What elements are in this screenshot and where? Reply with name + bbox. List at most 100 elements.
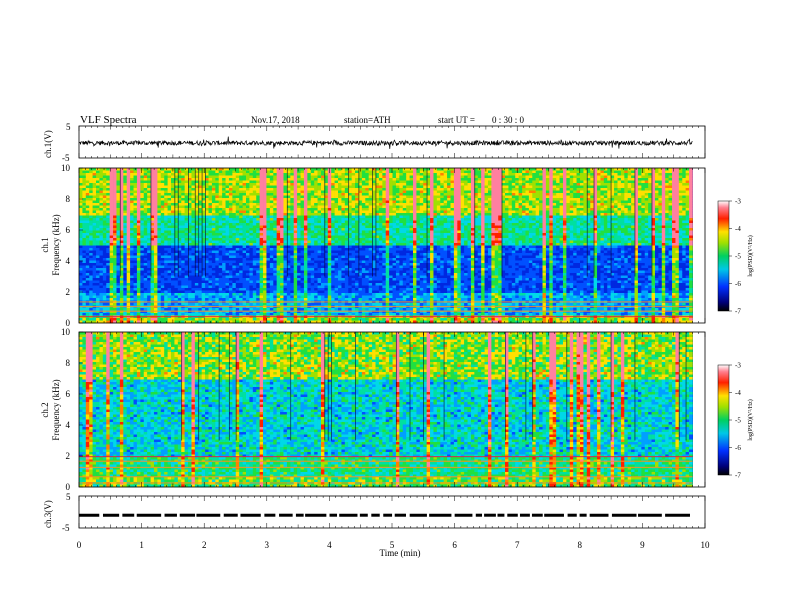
spectrogram-cell (263, 283, 267, 286)
spectrogram-cell (150, 220, 155, 224)
spectrogram-cell (208, 218, 213, 221)
spectrogram-cell (280, 218, 284, 221)
spectrogram-cell (133, 285, 138, 289)
spectrogram-cell (286, 235, 291, 239)
spectrogram-cell (150, 278, 155, 281)
spectrogram-cell (263, 278, 267, 281)
spectrogram-cell (276, 195, 281, 199)
spectrogram-cell (235, 213, 240, 216)
spectrogram-cell (143, 308, 148, 311)
spectrogram-cell (208, 190, 213, 194)
spectrogram-cell (150, 245, 155, 249)
spectrogram-cell (297, 283, 301, 286)
spectrogram-cell (116, 235, 121, 239)
spectrogram-cell (99, 218, 104, 221)
spectrogram-cell (300, 258, 305, 261)
spectrogram-cell (147, 270, 151, 274)
spectrogram-cell (320, 178, 325, 181)
spectrogram-cell (126, 320, 131, 324)
spectrogram-cell (286, 238, 291, 241)
spectrogram-cell (96, 223, 100, 226)
spectrogram-cell (331, 285, 335, 289)
spectrogram-cell (79, 248, 83, 251)
spectrogram-cell (228, 290, 233, 294)
spectrogram-cell (280, 310, 284, 314)
spectrogram-cell (109, 205, 114, 209)
spectrogram-cell (228, 198, 233, 201)
spectrogram-cell (218, 188, 223, 191)
spectrogram-cell (293, 178, 298, 181)
spectrogram-cell (320, 253, 325, 256)
spectrogram-cell (191, 265, 196, 269)
spectrogram-cell (109, 173, 114, 176)
spectrogram-cell (256, 213, 260, 216)
spectrogram-cell (147, 200, 151, 204)
spectrogram-cell (273, 320, 277, 324)
spectrogram-cell (126, 258, 131, 261)
spectrogram-cell (300, 308, 305, 311)
spectrogram-cell (218, 280, 223, 284)
spectrogram-cell (246, 215, 250, 219)
spectrogram-cell (327, 248, 332, 251)
spectrogram-cell (211, 213, 216, 216)
spectrogram-cell (160, 258, 165, 261)
spectrogram-cell (82, 213, 87, 216)
spectrogram-cell (300, 270, 305, 274)
spectrogram-cell (188, 288, 192, 291)
spectrogram-cell (160, 205, 165, 209)
spectrogram-cell (225, 260, 230, 264)
spectrogram-cell (269, 173, 274, 176)
spectrogram-cell (106, 168, 110, 171)
spectrogram-cell (126, 198, 131, 201)
spectrogram-cell (96, 288, 100, 291)
spectrogram-cell (256, 220, 260, 224)
spectrogram-cell (157, 203, 162, 206)
spectrogram-cell (85, 243, 90, 246)
spectrogram-cell (320, 235, 325, 239)
spectrogram-cell (297, 173, 301, 176)
spectrogram-cell (167, 210, 172, 214)
spectrogram-cell (290, 303, 295, 306)
spectrogram-cell (273, 210, 277, 214)
spectrogram-cell (82, 255, 87, 259)
spectrogram-cell (211, 175, 216, 179)
spectrogram-cell (113, 293, 117, 296)
spectrogram-cell (286, 200, 291, 204)
spectrogram-cell (256, 310, 260, 314)
spectrogram-cell (102, 228, 107, 231)
spectrogram-cell (317, 218, 322, 221)
spectrogram-cell (269, 280, 274, 284)
spectrogram-cell (320, 195, 325, 199)
spectrogram-cell (109, 255, 114, 259)
spectrogram-cell (123, 208, 128, 211)
spectrogram-cell (331, 253, 335, 256)
spectrogram-cell (201, 278, 206, 281)
spectrogram-cell (96, 285, 100, 289)
spectrogram-cell (123, 240, 128, 244)
spectrogram-cell (92, 218, 97, 221)
spectrogram-cell (160, 275, 165, 279)
spectrogram-cell (232, 235, 237, 239)
spectrogram-cell (205, 173, 209, 176)
spectrogram-cell (317, 168, 322, 171)
spectrogram-cell (92, 230, 97, 234)
spectrogram-cell (297, 253, 301, 256)
spectrogram-cell (225, 243, 230, 246)
spectrogram-cell (320, 220, 325, 224)
spectrogram-cell (320, 170, 325, 174)
spectrogram-cell (222, 313, 226, 316)
spectrogram-cell (92, 303, 97, 306)
spectrogram-cell (252, 230, 257, 234)
spectrogram-cell (123, 203, 128, 206)
spectrogram-cell (116, 175, 121, 179)
spectrogram-cell (310, 268, 315, 271)
station-label: station=ATH (344, 115, 391, 125)
spectrogram-cell (276, 190, 281, 194)
spectrogram-cell (228, 225, 233, 229)
spectrogram-cell (266, 170, 271, 174)
spectrogram-cell (143, 228, 148, 231)
spectrogram-cell (208, 288, 213, 291)
spectrogram-cell (157, 293, 162, 296)
spectrogram-cell (181, 188, 185, 191)
spectrogram-cell (160, 310, 165, 314)
